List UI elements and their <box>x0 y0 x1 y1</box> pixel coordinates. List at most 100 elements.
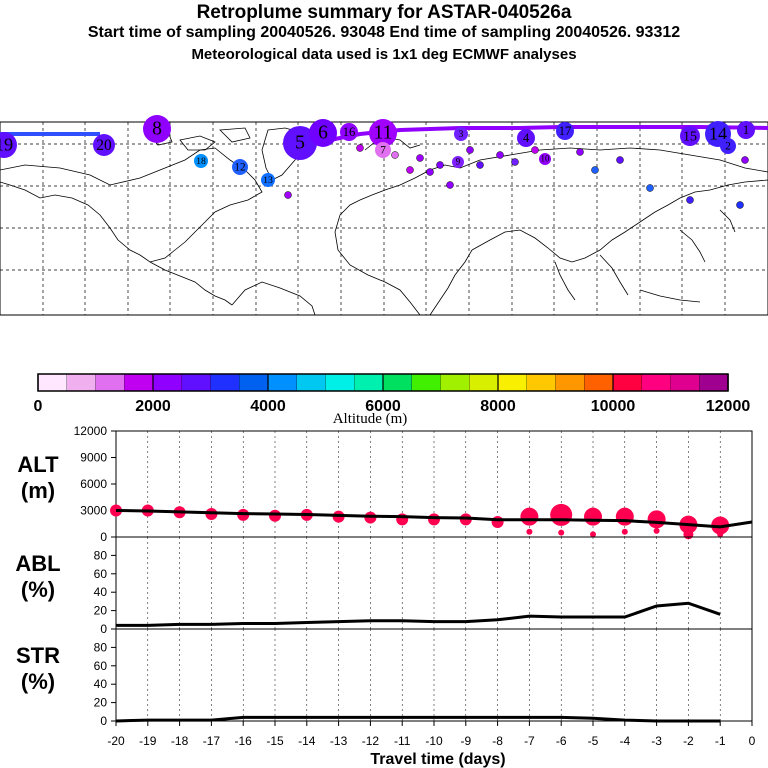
panel-alt: 12000 9000 6000 3000 0 ALT(m) <box>17 424 753 544</box>
colorbar-cell <box>210 373 240 392</box>
y-axis-label: STR <box>16 643 60 668</box>
y-tick-label: 20 <box>94 696 108 710</box>
map-particle <box>531 146 539 154</box>
alt-mean-line <box>115 509 753 529</box>
colorbar-tick-label: 12000 <box>706 398 751 415</box>
colorbar-cell <box>555 373 585 392</box>
map-marker-label: 12 <box>234 162 245 174</box>
x-tick-label: -12 <box>362 734 380 748</box>
x-tick-label: -1 <box>715 734 726 748</box>
alt-point <box>269 509 281 522</box>
alt-low-point <box>558 529 565 536</box>
alt-point <box>550 503 573 526</box>
map-marker-label: 8 <box>152 118 162 139</box>
colorbar-tick-label: 10000 <box>591 398 636 415</box>
altitude-colorbar: 0 2000 4000 6000 8000 10000 12000 Altitude (m) <box>34 373 751 427</box>
map-particle <box>576 148 584 156</box>
map-marker <box>517 129 535 147</box>
y-axis-label: ALT <box>17 452 59 477</box>
map-marker <box>309 119 337 147</box>
map-marker-label: 2 <box>725 141 731 153</box>
colorbar-cell <box>124 373 154 392</box>
map-particle <box>466 146 474 154</box>
x-tick-label: -5 <box>588 734 599 748</box>
page-title: Retroplume summary for ASTAR-040526a <box>196 2 572 23</box>
panel-str: 80 60 40 20 0 STR(%) <box>16 628 753 728</box>
map-particle <box>591 166 599 174</box>
y-tick-label: 60 <box>94 659 108 673</box>
map-marker-label: 7 <box>380 145 386 157</box>
map-marker <box>0 132 17 158</box>
map-particle <box>686 196 694 204</box>
x-tick-label: -2 <box>683 734 694 748</box>
colorbar-tick-label: 8000 <box>480 398 516 415</box>
map-marker <box>194 154 208 168</box>
map-marker-label: 18 <box>196 156 206 167</box>
alt-low-point <box>526 528 533 535</box>
colorbar-cell <box>181 373 212 392</box>
x-tick-label: -18 <box>171 734 189 748</box>
x-tick-label: -16 <box>235 734 253 748</box>
map-marker-label: 6 <box>318 122 328 143</box>
y-tick-label: 0 <box>100 622 107 636</box>
alt-point <box>491 515 504 528</box>
x-tick-label: 0 <box>749 734 756 748</box>
map-marker <box>539 153 551 165</box>
colorbar-cell <box>239 373 269 392</box>
map-marker <box>454 127 468 141</box>
map-particle <box>476 161 484 169</box>
x-tick-label: -3 <box>651 734 662 748</box>
x-tick-label: -15 <box>266 734 284 748</box>
x-axis-tick-labels: -20 -19 -18 -17 -16 -15 -14 -13 -12 -11 -10 -9 -8 -7-… <box>107 721 756 748</box>
colorbar-cell <box>296 373 327 392</box>
map-marker-label: 15 <box>683 130 697 145</box>
map-particle <box>416 154 424 162</box>
colorbar-cell <box>95 373 125 392</box>
colorbar-cell <box>497 373 528 392</box>
x-tick-label: -4 <box>619 734 630 748</box>
y-tick-label: 80 <box>94 548 108 562</box>
map-particle <box>736 201 744 209</box>
trajectory-map: 19 20 8 56 11 16 3 4 15 14 18 12 13 9 17 10 7 12 <box>0 115 768 316</box>
colorbar-cell <box>325 373 355 392</box>
map-marker <box>556 122 574 140</box>
sampling-times: Start time of sampling 20040526. 93048 E… <box>87 24 681 41</box>
y-tick-label: 60 <box>94 567 108 581</box>
map-particle <box>426 168 434 176</box>
x-tick-label: -19 <box>139 734 157 748</box>
map-marker-label: 3 <box>459 129 464 140</box>
x-tick-label: -7 <box>524 734 535 748</box>
colorbar-cell <box>37 373 68 392</box>
time-series-panels: 120009000600030000ALT(m)806040200ABL(%)8… <box>15 424 753 728</box>
map-particle <box>436 161 444 169</box>
y-tick-label: 40 <box>94 585 108 599</box>
colorbar-cell <box>670 373 700 392</box>
x-tick-label: -6 <box>556 734 567 748</box>
map-particle <box>356 144 364 152</box>
colorbar-cell <box>584 373 614 392</box>
meteo-note: Meteorological data used is 1x1 deg ECMW… <box>191 46 577 63</box>
map-marker <box>340 123 358 141</box>
alt-low-point <box>590 531 596 538</box>
y-tick-label: 6000 <box>80 477 107 491</box>
map-particle <box>741 156 749 164</box>
str-line <box>115 715 721 723</box>
map-marker-label: 5 <box>295 131 305 153</box>
colorbar-cell <box>152 373 183 392</box>
colorbar-title: Altitude (m) <box>333 411 408 427</box>
y-axis-label: ABL <box>15 551 60 576</box>
map-marker <box>720 138 736 154</box>
y-axis-label: (%) <box>21 669 55 694</box>
colorbar-cell <box>411 373 442 392</box>
map-particle <box>406 166 414 174</box>
x-tick-label: -8 <box>492 734 503 748</box>
map-marker-label: 11 <box>374 122 393 143</box>
x-tick-label: -10 <box>425 734 443 748</box>
colorbar-tick-label: 0 <box>34 398 43 415</box>
alt-low-point <box>621 528 628 535</box>
map-marker-label: 20 <box>96 137 112 154</box>
map-marker-label: 9 <box>456 157 461 167</box>
colorbar-tick-labels: 0 2000 4000 6000 8000 10000 12000 <box>34 374 751 415</box>
alt-point <box>615 507 634 526</box>
y-tick-label: 9000 <box>80 451 107 465</box>
